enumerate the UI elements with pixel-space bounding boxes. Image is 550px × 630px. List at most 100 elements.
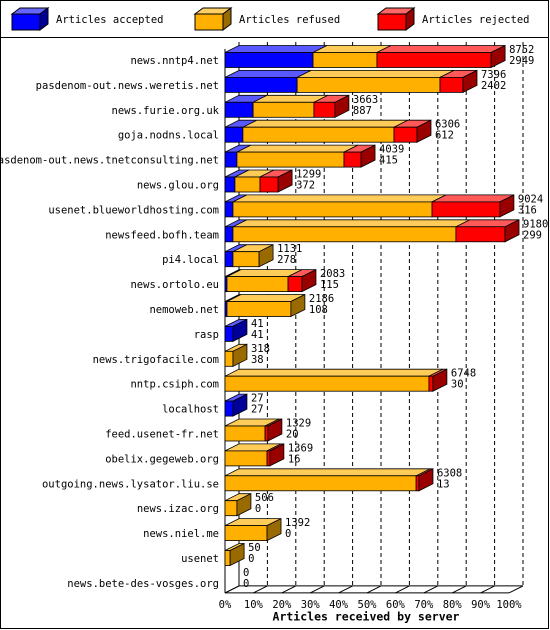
bar-top — [224, 368, 444, 377]
accepted-label: 41 — [251, 329, 264, 341]
bar — [232, 251, 260, 268]
bar-top — [224, 70, 312, 78]
x-axis-label: Articles received by server — [273, 610, 460, 624]
bar — [224, 375, 430, 392]
y-tick-label: nemoweb.net — [149, 304, 219, 316]
accepted-label: 612 — [435, 130, 454, 142]
bar — [224, 475, 417, 492]
bar — [343, 151, 362, 168]
accepted-label: 16 — [288, 453, 301, 465]
tick-mark — [309, 585, 325, 594]
bar-side — [269, 443, 285, 467]
total-label: 1299 — [296, 169, 321, 181]
x-tick-label: 40% — [329, 599, 349, 611]
bar-top — [296, 70, 455, 78]
tick-mark — [508, 585, 524, 594]
bar-top — [236, 144, 359, 153]
bar — [415, 475, 420, 492]
total-label: 6306 — [435, 119, 460, 131]
legend-swatch — [194, 13, 224, 31]
y-tick-label: pasdenom-out.news.weretis.net — [36, 80, 219, 92]
legend-label: Articles accepted — [56, 14, 163, 26]
bar-side — [229, 542, 245, 567]
accepted-label: 415 — [379, 155, 398, 167]
bar-side — [232, 318, 248, 343]
bar — [287, 276, 303, 293]
y-tick-label: outgoing.news.lysator.liu.se — [42, 478, 219, 490]
x-tick-label: 90% — [471, 599, 491, 611]
x-tick-label: 60% — [386, 599, 406, 611]
total-label: 1369 — [288, 442, 313, 454]
total-label: 506 — [255, 492, 274, 504]
bar-side — [232, 393, 248, 417]
y-tick-label: news.furie.org.uk — [112, 105, 220, 117]
bar — [224, 126, 244, 143]
y-tick-label: news.ortolo.eu — [130, 279, 219, 291]
y-tick-label: localhost — [162, 404, 219, 416]
bar — [264, 425, 269, 442]
total-label: 318 — [251, 343, 270, 355]
legend-label: Articles rejected — [422, 14, 529, 26]
accepted-label: 0 — [285, 528, 291, 540]
y-tick-label: pasdenom-out.news.tnetconsulting.net — [0, 155, 219, 167]
bar — [224, 500, 238, 517]
bar — [224, 450, 268, 467]
bar — [224, 425, 266, 442]
bar — [224, 550, 231, 566]
legend-swatch — [377, 13, 407, 31]
y-tick-label: news.trigofacile.com — [93, 354, 219, 366]
accepted-label: 372 — [296, 180, 315, 192]
bar — [224, 101, 254, 118]
bar — [224, 251, 234, 268]
bar — [312, 52, 378, 68]
total-label: 9180 — [523, 218, 548, 230]
bar-side — [418, 468, 434, 492]
total-label: 27 — [251, 393, 264, 405]
tick-mark — [366, 585, 382, 594]
bar — [224, 52, 314, 68]
bar — [439, 77, 464, 93]
accepted-label: 887 — [353, 105, 372, 117]
tick-mark — [253, 585, 268, 594]
bar-top — [224, 468, 431, 477]
y-tick-label: usenet — [181, 553, 219, 565]
bar — [224, 226, 234, 243]
accepted-label: 27 — [251, 404, 264, 416]
bar-side — [416, 119, 432, 143]
total-label: 8752 — [509, 44, 534, 56]
x-tick-label: 20% — [272, 599, 292, 611]
bar-top — [232, 219, 471, 228]
bar-side — [232, 343, 248, 367]
accepted-label: 115 — [320, 279, 339, 291]
bar — [224, 176, 236, 193]
bar — [224, 325, 234, 342]
legend-swatch — [11, 13, 41, 31]
total-label: 7396 — [481, 69, 506, 81]
bar — [252, 101, 315, 118]
total-label: 6308 — [437, 467, 462, 479]
bar — [224, 400, 234, 417]
y-tick-label: usenet.blueworldhosting.com — [48, 204, 219, 216]
accepted-label: 316 — [518, 204, 537, 216]
bar — [376, 52, 492, 68]
accepted-label: 278 — [277, 254, 296, 266]
tick-mark — [451, 585, 467, 594]
bar-side — [301, 268, 317, 293]
bar — [266, 450, 271, 467]
bar-side — [267, 418, 283, 442]
bar-side — [504, 219, 520, 243]
x-tick-label: 30% — [301, 599, 321, 611]
bar-side — [499, 194, 515, 218]
total-label: 3663 — [353, 94, 378, 106]
bar-top — [376, 45, 506, 53]
bar — [224, 350, 234, 367]
bar — [455, 226, 506, 243]
accepted-label: 0 — [243, 578, 249, 590]
bar-side — [258, 244, 274, 268]
y-tick-label: pi4.local — [162, 254, 219, 266]
accepted-label: 0 — [248, 553, 254, 565]
tick-mark — [423, 585, 439, 594]
bar — [234, 176, 261, 193]
tick-mark — [338, 585, 353, 594]
